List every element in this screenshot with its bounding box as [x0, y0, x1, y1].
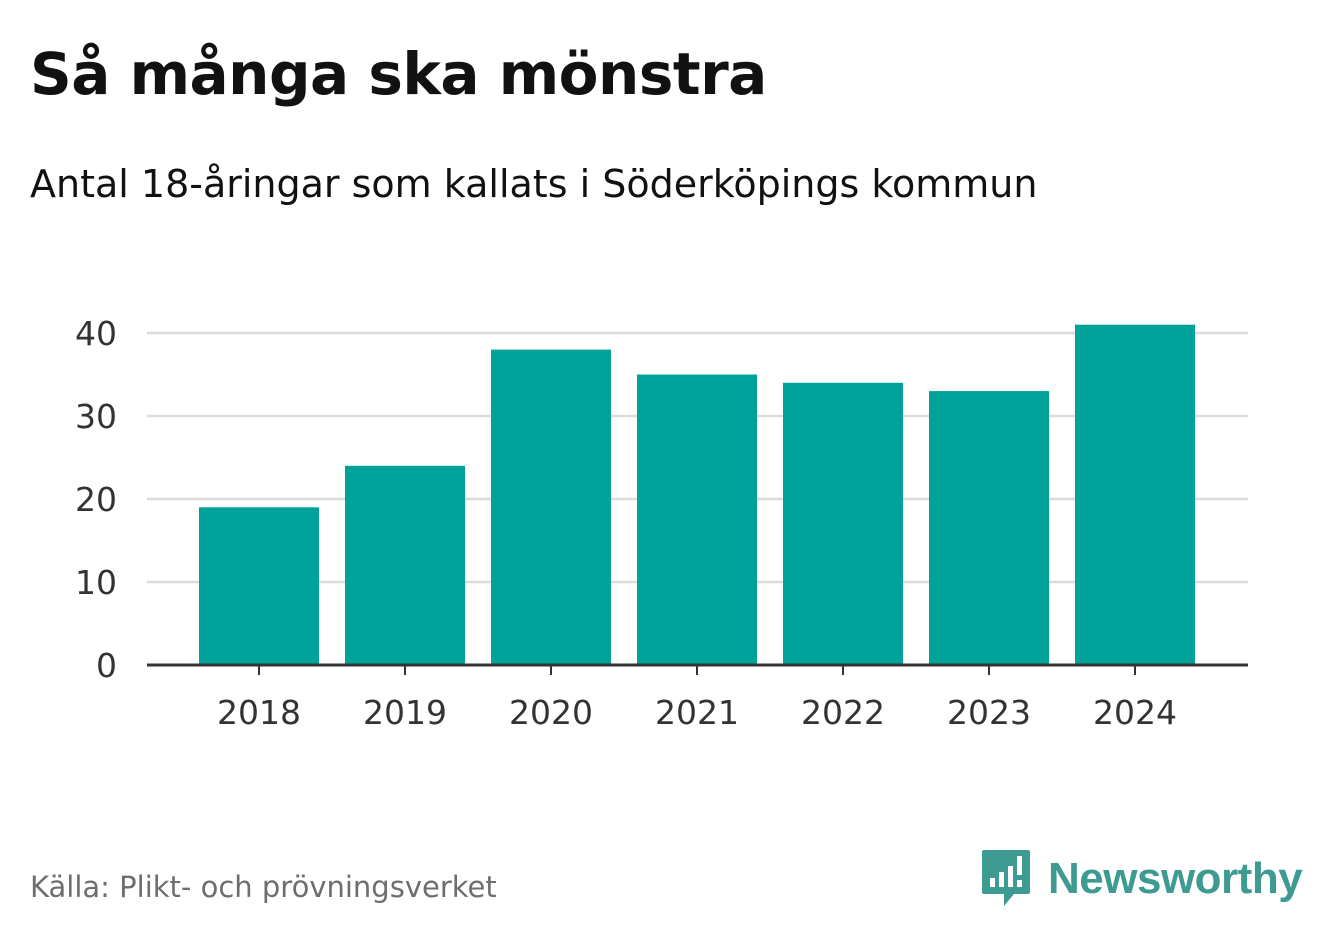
y-tick-label: 30 [75, 397, 117, 436]
x-tick-label: 2018 [217, 693, 301, 732]
brand-name: Newsworthy [1048, 854, 1303, 903]
bar [345, 465, 465, 665]
bar [783, 382, 903, 665]
bar [1075, 324, 1195, 665]
y-tick-label: 40 [75, 314, 117, 353]
bar [199, 507, 319, 665]
chart-title: Så många ska mönstra [30, 40, 767, 108]
brand: Newsworthy [980, 848, 1303, 910]
axes: 0 10 20 30 40 2018 2019 2020 2021 2022 2023 2024 [75, 314, 1248, 732]
bar [637, 374, 757, 665]
y-tick-label: 20 [75, 480, 117, 519]
bar [929, 391, 1049, 665]
bar [491, 349, 611, 665]
source-note: Källa: Plikt- och prövningsverket [30, 870, 497, 904]
chart-subtitle: Antal 18-åringar som kallats i Söderköpi… [30, 162, 1038, 206]
x-tick-label: 2023 [947, 693, 1031, 732]
x-tick-label: 2024 [1093, 693, 1177, 732]
x-tick-label: 2021 [655, 693, 739, 732]
bars [199, 324, 1195, 665]
x-tick-label: 2022 [801, 693, 885, 732]
newsworthy-logo-icon [982, 850, 1030, 906]
x-tick-label: 2020 [509, 693, 593, 732]
bar-chart: 0 10 20 30 40 2018 2019 2020 2021 2022 2023 2024 [75, 314, 1248, 732]
y-tick-label: 0 [96, 646, 117, 685]
y-tick-label: 10 [75, 563, 117, 602]
x-tick-label: 2019 [363, 693, 447, 732]
